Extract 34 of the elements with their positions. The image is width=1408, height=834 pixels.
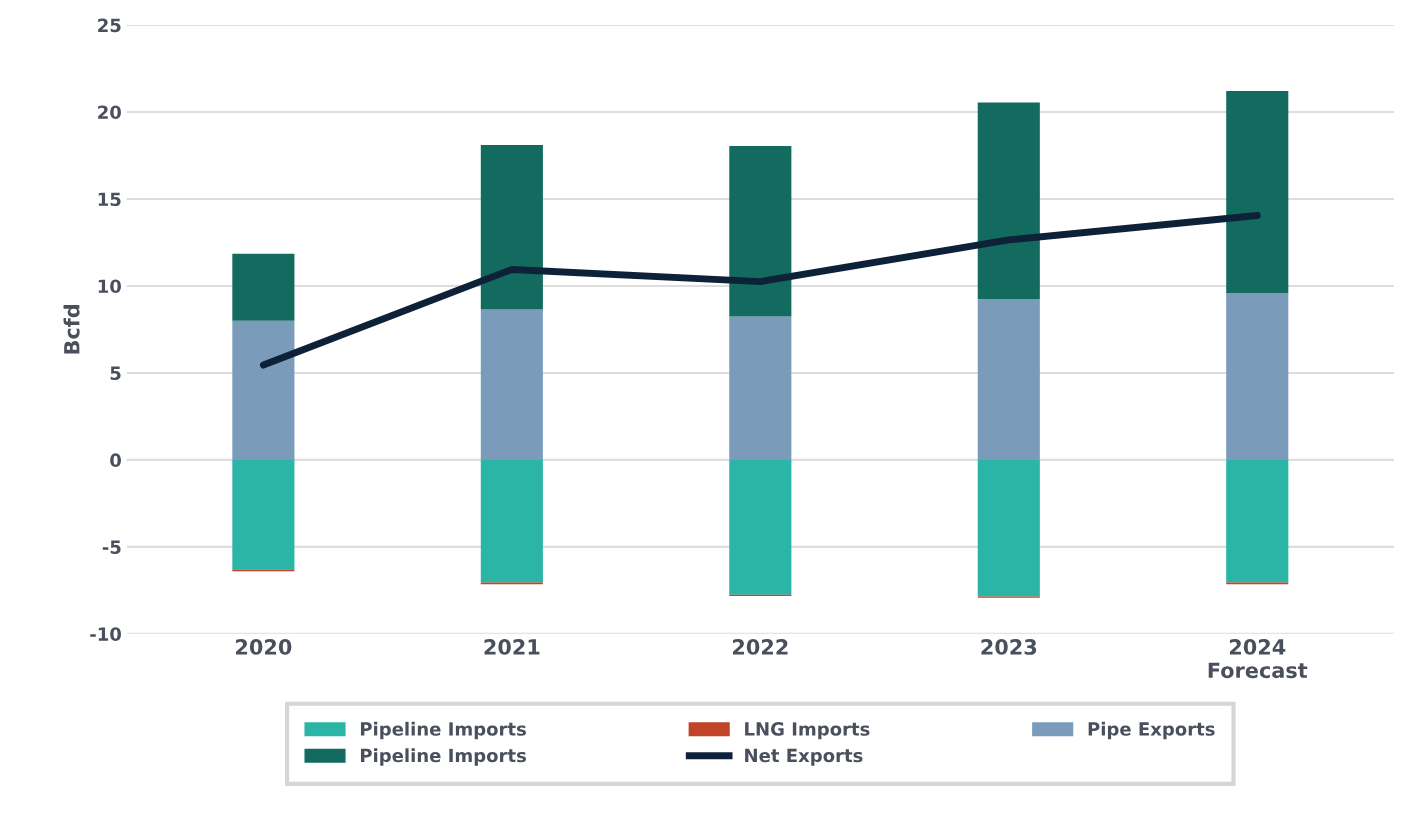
bar [977, 102, 1040, 299]
legend-label: Pipe Exports [1088, 721, 1215, 740]
legend-label: LNG Imports [745, 722, 870, 740]
x-tick-label: 2020 [236, 639, 292, 655]
legend-label: Pipeline Imports [360, 748, 526, 766]
x-tick-label: 2022 [732, 639, 788, 655]
y-tick-label: 15 [98, 192, 121, 207]
y-axis-title: Bcfd [63, 305, 80, 354]
bar [729, 316, 792, 460]
y-tick-label: -10 [90, 627, 121, 641]
bar [480, 309, 543, 460]
bar [1226, 292, 1289, 460]
x-tick-label: 2024 Forecast [1208, 639, 1308, 679]
y-tick-label: 25 [98, 18, 121, 33]
bar [480, 459, 543, 583]
bar [977, 459, 1040, 597]
bar [480, 145, 543, 310]
y-tick-label: 0 [110, 453, 121, 468]
y-tick-label: -5 [102, 540, 121, 554]
y-tick-label: 5 [110, 366, 121, 381]
bar [729, 145, 792, 317]
legend-label: Net Exports [745, 748, 863, 766]
bar [232, 320, 295, 460]
bar [232, 253, 295, 321]
x-tick-label: 2021 [484, 639, 540, 655]
y-tick-label: 10 [98, 279, 121, 294]
x-tick-label: 2023 [981, 639, 1037, 655]
bar [729, 459, 792, 595]
bar [1226, 91, 1289, 293]
bar [1226, 459, 1289, 583]
y-tick-label: 20 [98, 105, 121, 120]
bar [232, 459, 295, 570]
bar [977, 298, 1040, 460]
legend-label: Pipeline Imports [360, 721, 526, 740]
